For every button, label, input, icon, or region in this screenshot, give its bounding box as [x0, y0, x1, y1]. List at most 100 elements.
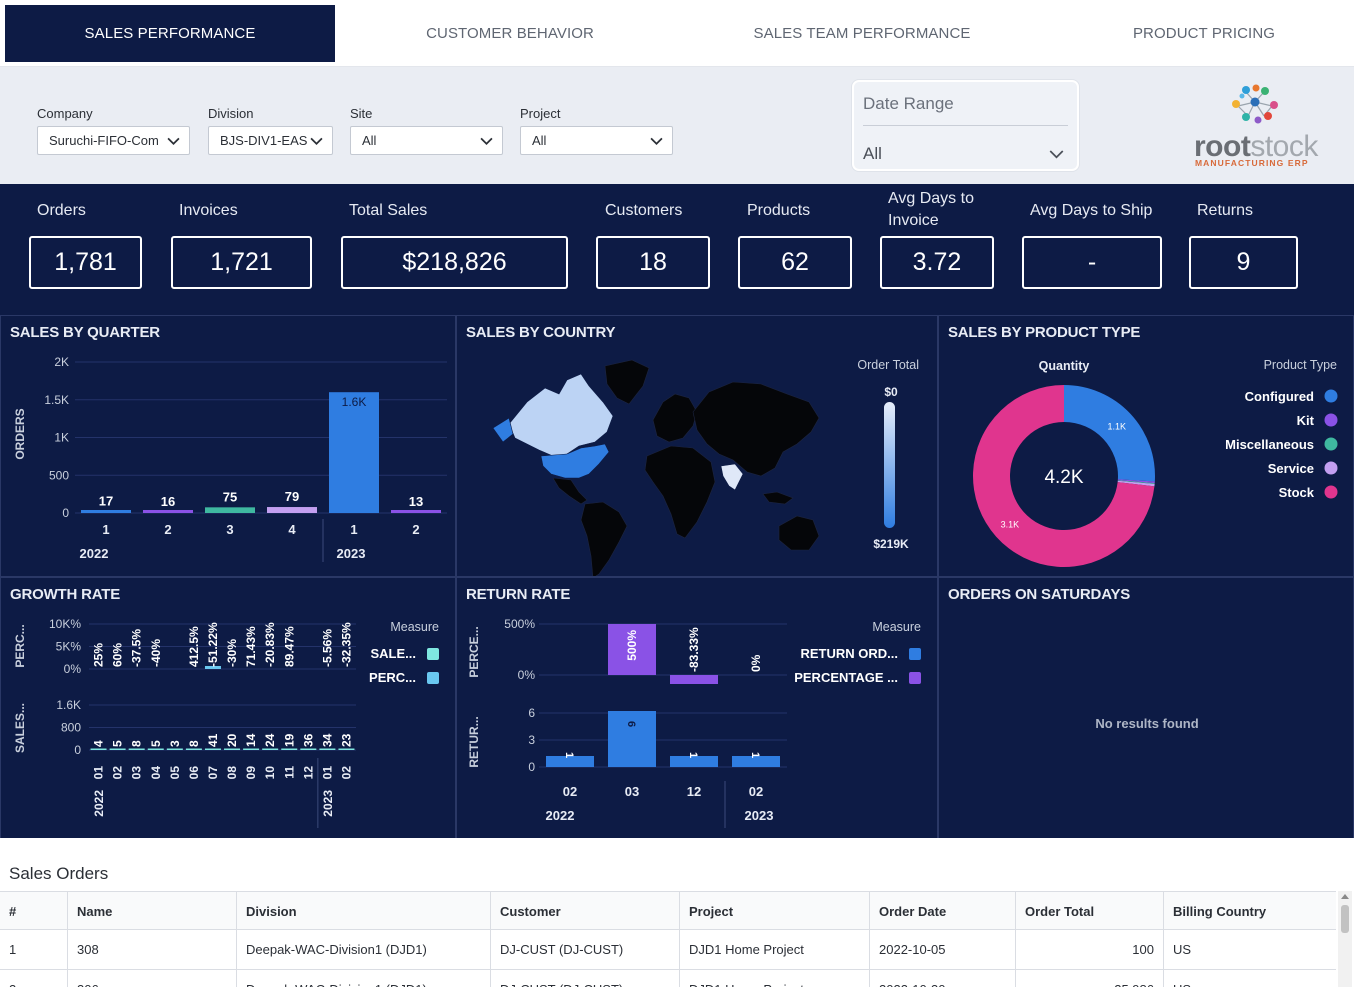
scroll-up-icon[interactable]	[1341, 894, 1349, 899]
chevron-down-icon	[310, 137, 323, 145]
x-tick-label: 01	[320, 766, 334, 780]
y-tick-label: 1K	[54, 431, 69, 445]
data-label: -5.56%	[320, 629, 334, 667]
bar	[338, 748, 355, 750]
data-label: -32.35%	[339, 622, 353, 667]
y-tick-label: 6	[528, 706, 535, 720]
table-scrollbar[interactable]	[1338, 891, 1352, 987]
tab-customer-behavior[interactable]: CUSTOMER BEHAVIOR	[426, 25, 594, 42]
map-south-america[interactable]	[580, 501, 628, 577]
kpi-avg-days-invoice-value: 3.72	[880, 236, 994, 289]
kpi-customers-label: Customers	[605, 202, 683, 219]
site-select[interactable]: All	[350, 126, 503, 155]
map-indonesia[interactable]	[762, 491, 794, 505]
logo-tagline: MANUFACTURING ERP	[1195, 158, 1309, 168]
y-tick-label: 0	[62, 506, 69, 520]
data-label: 71.43%	[244, 626, 258, 667]
column-header-division[interactable]: Division	[236, 892, 490, 931]
chevron-down-icon	[167, 137, 180, 145]
data-label: 5	[111, 740, 125, 747]
y-tick-label: 0%	[518, 668, 536, 682]
panel-title: SALES BY COUNTRY	[466, 324, 616, 341]
donut-slice	[1117, 480, 1155, 487]
bar	[143, 510, 193, 513]
map-alaska[interactable]	[492, 417, 514, 443]
y-tick-label: 2K	[54, 355, 69, 369]
kpi-total-sales-label: Total Sales	[349, 202, 428, 219]
map-mexico[interactable]	[552, 477, 588, 505]
x-tick-label: 02	[563, 784, 577, 799]
y-tick-label: 10K%	[49, 617, 81, 631]
x-group-label: 2022	[546, 808, 575, 823]
column-header-order-date[interactable]: Order Date	[869, 892, 1015, 931]
date-range-divider	[863, 125, 1068, 126]
column-header-order-total[interactable]: Order Total	[1015, 892, 1163, 931]
x-tick-label: 08	[225, 766, 239, 780]
tab-sales-performance[interactable]: SALES PERFORMANCE	[5, 5, 335, 62]
map-africa[interactable]	[644, 445, 716, 539]
data-label: 20	[225, 733, 239, 747]
tab-sales-team-performance[interactable]: SALES TEAM PERFORMANCE	[753, 25, 971, 42]
division-select[interactable]: BJS-DIV1-EAS	[208, 126, 333, 155]
company-select[interactable]: Suruchi-FIFO-Com	[37, 126, 190, 155]
date-range-select[interactable]: Date Range All	[852, 80, 1079, 171]
legend-label: Service	[1268, 461, 1314, 476]
kpi-returns-label: Returns	[1197, 202, 1254, 219]
bar	[147, 748, 164, 750]
scrollbar-thumb[interactable]	[1341, 905, 1349, 933]
legend-swatch	[909, 648, 921, 660]
column-header-index[interactable]: #	[9, 904, 17, 919]
table-row[interactable]: 1 308 Deepak-WAC-Division1 (DJD1) DJ-CUS…	[0, 930, 1336, 970]
project-select[interactable]: All	[520, 126, 673, 155]
map-europe[interactable]	[652, 393, 698, 443]
data-label: 500%	[625, 630, 639, 661]
data-label: 14	[244, 733, 258, 747]
date-range-value: All	[863, 144, 882, 163]
column-header-customer[interactable]: Customer	[490, 892, 679, 931]
data-label: 17	[99, 494, 113, 509]
x-group-label: 2023	[745, 808, 774, 823]
data-label: 1.6K	[342, 395, 367, 409]
bar	[391, 510, 441, 513]
logo-word-light: stock	[1250, 130, 1318, 163]
kpi-products-value: 62	[738, 236, 852, 289]
legend-swatch	[427, 648, 439, 660]
map-asia[interactable]	[692, 381, 820, 477]
data-label: 8	[187, 740, 201, 747]
world-map[interactable]: Order Total $0 $219K	[457, 316, 938, 577]
map-usa[interactable]	[540, 443, 610, 479]
bar	[109, 748, 126, 750]
column-header-project[interactable]: Project	[679, 892, 869, 931]
x-tick-label: 1	[350, 522, 357, 537]
tab-product-pricing[interactable]: PRODUCT PRICING	[1132, 25, 1276, 42]
map-india[interactable]	[720, 463, 744, 491]
legend-swatch	[909, 672, 921, 684]
y-tick-label: 0	[74, 743, 81, 757]
data-label: 0%	[749, 654, 763, 672]
map-legend-title: Order Total	[857, 358, 919, 372]
y-tick-label: 1.5K	[44, 393, 69, 407]
map-greenland[interactable]	[604, 359, 650, 405]
data-label: 75	[223, 489, 237, 504]
chevron-down-icon	[650, 137, 663, 145]
x-tick-label: 02	[339, 766, 353, 780]
cell-name: 306	[67, 970, 236, 987]
legend-label: Configured	[1245, 389, 1314, 404]
sales-orders-title: Sales Orders	[9, 864, 109, 883]
legend-label: SALE...	[370, 646, 416, 661]
cell-division: Deepak-WAC-Division1 (DJD1)	[236, 930, 490, 969]
return-rate-panel: RETURN RATE 0% 500% PERCE... 500% -83.33% 0% 0…	[456, 577, 938, 839]
data-label: 19	[282, 733, 296, 747]
kpi-avg-days-invoice-label: Avg Days to Invoice	[888, 190, 974, 229]
bar	[319, 748, 336, 750]
map-australia[interactable]	[778, 515, 820, 551]
bar	[329, 392, 379, 513]
data-label: -40%	[149, 639, 163, 667]
data-label: 8	[130, 740, 144, 747]
column-header-billing-country[interactable]: Billing Country	[1163, 892, 1336, 931]
column-header-name[interactable]: Name	[67, 892, 236, 931]
map-canada[interactable]	[508, 373, 614, 457]
table-row[interactable]: 2 306 Deepak-WAC-Division1 (DJD1) DJ-CUS…	[0, 970, 1336, 987]
data-label: 23	[339, 733, 353, 747]
